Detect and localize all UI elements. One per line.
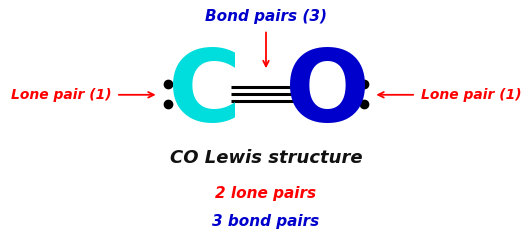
Text: O: O xyxy=(285,46,370,143)
Text: C: C xyxy=(168,46,242,143)
Text: 3 bond pairs: 3 bond pairs xyxy=(212,214,320,229)
Text: 2 lone pairs: 2 lone pairs xyxy=(215,186,317,201)
Text: Bond pairs (3): Bond pairs (3) xyxy=(205,9,327,24)
Text: CO Lewis structure: CO Lewis structure xyxy=(170,149,362,167)
Text: Lone pair (1): Lone pair (1) xyxy=(11,88,112,102)
Text: Lone pair (1): Lone pair (1) xyxy=(420,88,521,102)
